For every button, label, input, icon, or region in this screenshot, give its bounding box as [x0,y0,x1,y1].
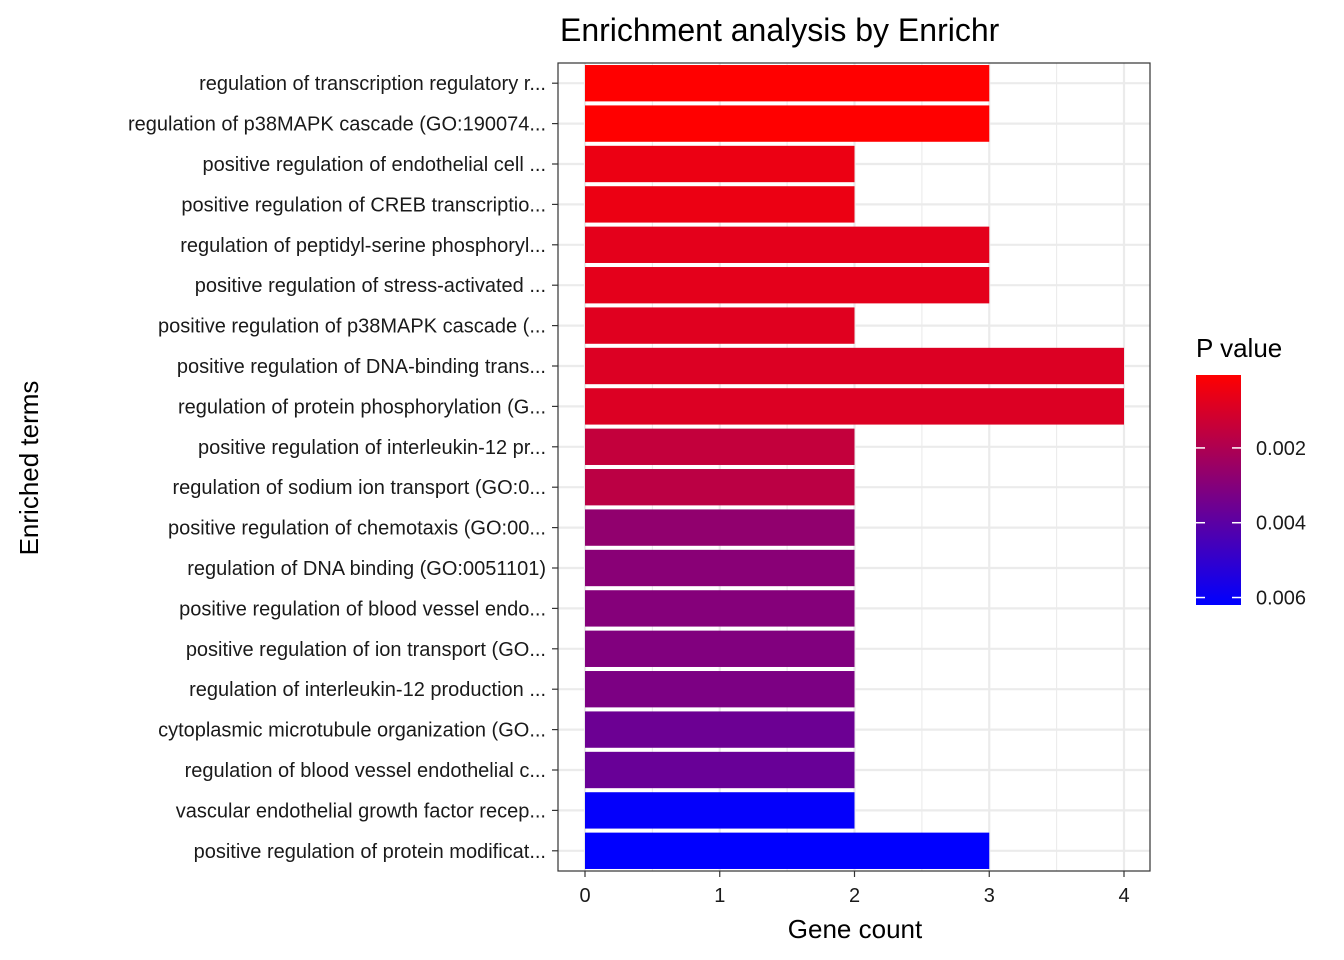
x-tick-label: 0 [579,885,590,907]
y-tick-label: positive regulation of stress-activated … [195,275,546,297]
y-tick-label: regulation of DNA binding (GO:0051101) [187,558,546,580]
bar [585,186,855,223]
chart-title: Enrichment analysis by Enrichr [560,12,1000,48]
y-tick-label: regulation of blood vessel endothelial c… [185,760,546,782]
legend-title: P value [1196,333,1282,363]
bar [585,590,855,627]
bar [585,549,855,587]
bar [585,711,855,748]
y-tick-label: positive regulation of p38MAPK cascade (… [158,316,546,338]
bar [585,145,855,183]
legend-color-bar [1196,375,1241,605]
plot-area: regulation of transcription regulatory r… [128,62,1151,907]
legend-tick-label: 0.006 [1256,588,1306,610]
y-tick-label: regulation of peptidyl-serine phosphoryl… [180,235,546,257]
bar [585,671,855,708]
bar [585,792,855,829]
y-tick-label: regulation of sodium ion transport (GO:0… [172,477,546,499]
y-tick-label: regulation of interleukin-12 production … [189,679,546,701]
y-tick-label: vascular endothelial growth factor recep… [176,800,546,822]
bar [585,428,855,465]
bar [585,832,990,869]
bar [585,65,990,102]
legend-tick-label: 0.004 [1256,513,1306,535]
y-tick-label: positive regulation of protein modificat… [194,841,546,863]
y-tick-label: positive regulation of chemotaxis (GO:00… [168,518,546,540]
legend-tick-label: 0.002 [1256,438,1306,460]
x-tick-label: 1 [714,885,725,907]
bar [585,105,990,142]
y-tick-label: regulation of p38MAPK cascade (GO:190074… [128,114,546,136]
bar [585,388,1124,425]
bar [585,267,990,304]
bar [585,347,1124,385]
y-tick-label: positive regulation of endothelial cell … [202,154,546,176]
y-tick-label: cytoplasmic microtubule organization (GO… [158,720,546,742]
x-axis-label: Gene count [788,914,923,944]
p-value-legend: P value 0.002 0.004 0.006 [1196,333,1306,610]
y-axis-label: Enriched terms [14,381,44,556]
y-tick-label: positive regulation of DNA-binding trans… [177,356,546,378]
x-tick-label: 3 [984,885,995,907]
y-tick-label: positive regulation of blood vessel endo… [179,598,546,620]
y-tick-label: regulation of protein phosphorylation (G… [178,396,546,418]
y-tick-label: positive regulation of interleukin-12 pr… [198,437,546,459]
x-tick-label: 4 [1118,885,1129,907]
bar [585,307,855,344]
bar [585,226,990,263]
x-tick-label: 2 [849,885,860,907]
bar [585,630,855,667]
y-tick-label: positive regulation of CREB transcriptio… [181,194,546,216]
bar [585,469,855,506]
y-tick-label: regulation of transcription regulatory r… [199,73,546,95]
bar [585,751,855,789]
bar [585,509,855,546]
y-tick-label: positive regulation of ion transport (GO… [186,639,546,661]
